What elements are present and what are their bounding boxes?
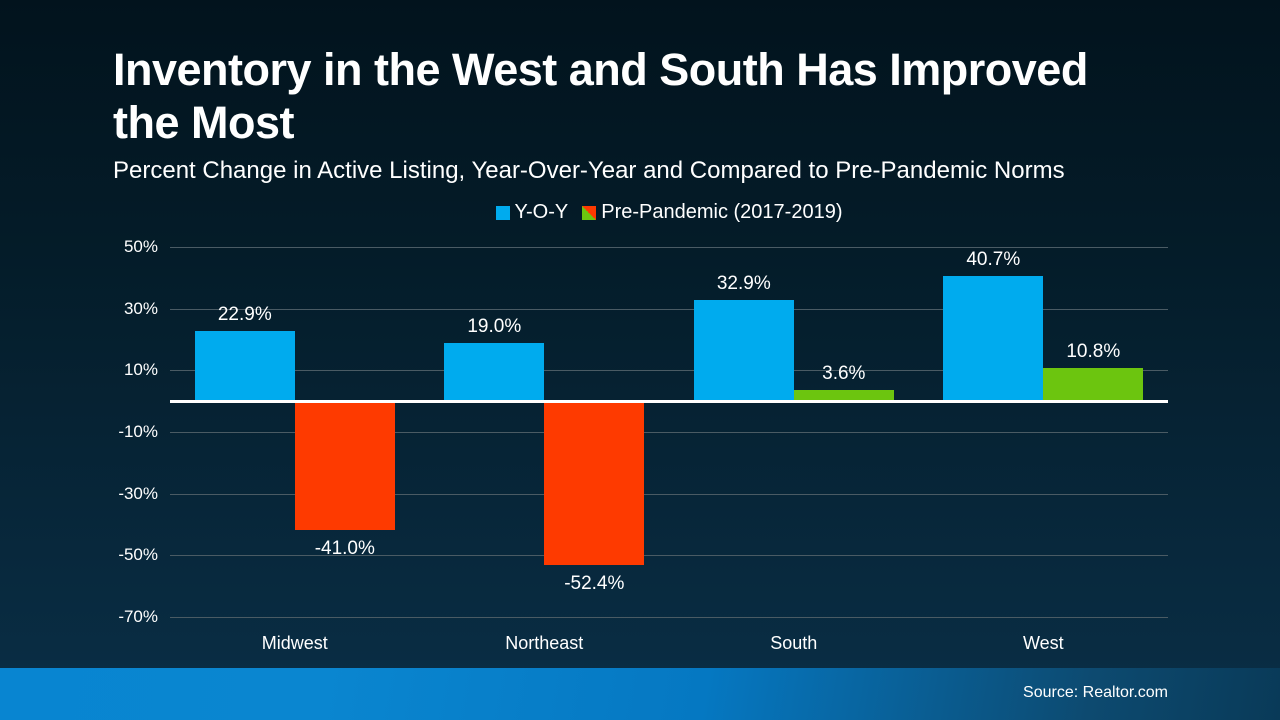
gridline-10	[170, 370, 1168, 372]
zero-axis-line	[170, 399, 1168, 403]
y-tick-label: -70%	[118, 607, 158, 626]
footer-bar	[0, 668, 1280, 720]
chart-subtitle: Percent Change in Active Listing, Year-O…	[113, 157, 1065, 184]
y-tick-label: -30%	[118, 483, 158, 503]
x-category-label: Northeast	[505, 633, 584, 653]
bar-northeast-series1	[444, 342, 545, 402]
gridline--30	[170, 493, 1168, 495]
gridline--70	[170, 617, 1168, 618]
bar-value-label: -41.0%	[314, 537, 375, 559]
y-tick-label: -10%	[118, 422, 158, 441]
bar-northeast-series2	[544, 403, 645, 565]
gridline-50	[170, 247, 1168, 248]
legend-item-prepandemic: Pre-Pandemic (2017-2019)	[582, 201, 842, 224]
bar-midwest-series2	[294, 403, 395, 530]
bar-value-label: -52.4%	[564, 572, 625, 594]
bar-value-label: 10.8%	[1066, 340, 1121, 362]
bar-west-series2	[1043, 367, 1144, 402]
legend-item-yoy: Y-O-Y	[495, 201, 569, 224]
legend-label-yoy: Y-O-Y	[514, 201, 569, 223]
page-title: Inventory in the West and South Has Impr…	[113, 44, 1088, 148]
chart-plot: 22.9% -41.0% 19.0% -52.4% 32.9% 3.6% 40.7% 10.8…	[170, 247, 1168, 618]
gridline-30	[170, 308, 1168, 310]
x-category-label: West	[1022, 633, 1064, 653]
source-credit: Source: Realtor.com	[1023, 684, 1168, 701]
bar-value-label: 3.6%	[822, 363, 866, 385]
x-category-label: South	[770, 633, 818, 653]
gridline--50	[170, 555, 1168, 557]
bar-value-label: 19.0%	[467, 315, 522, 337]
chart-legend: Y-O-Y Pre-Pandemic (2017-2019)	[170, 201, 1168, 224]
y-tick-label: 10%	[123, 360, 158, 380]
y-tick-label: 50%	[123, 237, 158, 256]
bar-south-series2	[793, 390, 894, 402]
bar-midwest-series1	[194, 330, 295, 402]
y-tick-label: -50%	[118, 545, 158, 565]
x-category-label: Midwest	[261, 633, 328, 653]
bar-value-label: 40.7%	[966, 248, 1021, 270]
bar-west-series1	[943, 275, 1044, 402]
y-tick-label: 30%	[123, 298, 158, 318]
bar-south-series1	[693, 299, 794, 402]
legend-swatch-prepandemic-icon	[582, 205, 597, 220]
bar-value-label: 22.9%	[217, 303, 272, 325]
legend-swatch-yoy-icon	[495, 205, 510, 220]
gridline--10	[170, 432, 1168, 433]
legend-label-prepandemic: Pre-Pandemic (2017-2019)	[601, 201, 843, 223]
bar-value-label: 32.9%	[716, 272, 771, 294]
